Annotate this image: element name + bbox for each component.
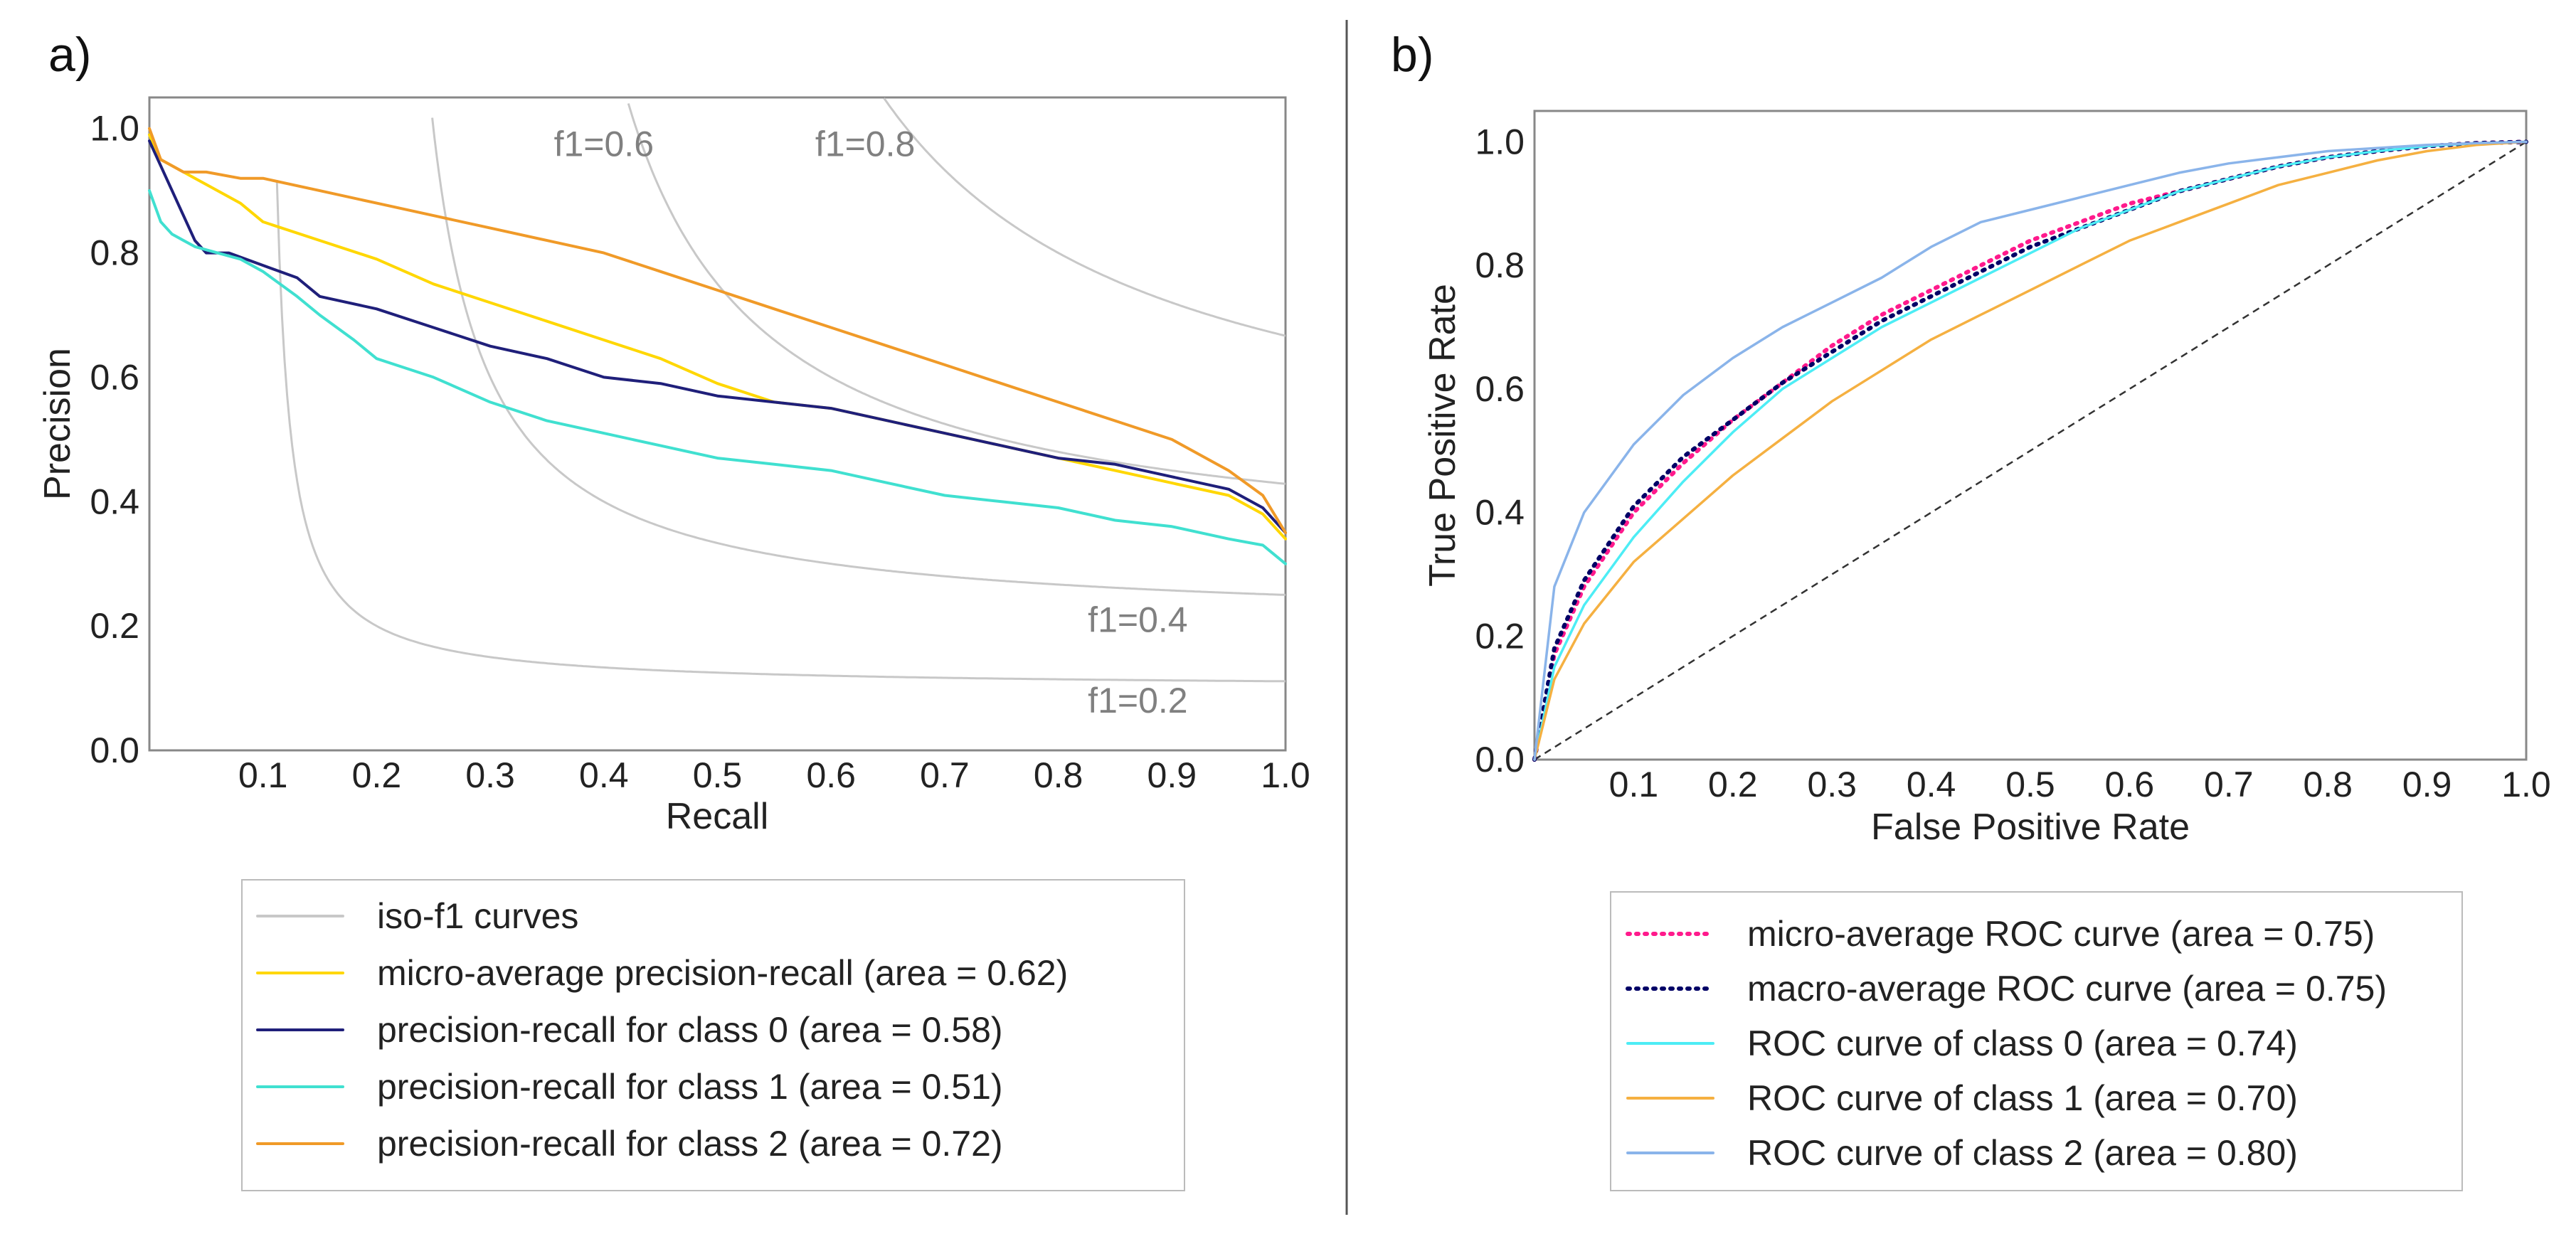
series-line-roc-curve-of-class-2-area-0-80 [1533,140,2528,761]
roc-legend: micro-average ROC curve (area = 0.75) mac… [1610,891,2463,1191]
x-tick-label: 0.7 [920,755,970,795]
y-tick-label: 1.0 [1475,122,1525,161]
y-tick-label: 0.6 [1475,369,1525,409]
x-tick-label: 0.8 [2303,765,2353,804]
legend-label-micro-average-roc-curve-area-0-75: micro-average ROC curve (area = 0.75) [1747,914,2375,954]
x-tick-label: 0.4 [1907,765,1956,804]
pr-plot-area: f1=0.2 f1=0.4 f1=0.6 f1=0.8 [148,96,1287,752]
x-tick-label: 0.1 [238,755,288,795]
roc-y-ticks: 0.0 0.2 0.4 0.6 0.8 1.0 [1475,122,1525,780]
x-tick-label: 0.9 [2402,765,2452,804]
pr-x-ticks: 0.1 0.2 0.3 0.4 0.5 0.6 0.7 0.8 0.9 1.0 [238,755,1310,795]
roc-plot-area [1532,110,2528,762]
panel-b-label: b) [1391,28,1433,82]
legend-label-roc-curve-of-class-1-area-0-70: ROC curve of class 1 (area = 0.70) [1747,1078,2298,1118]
pr-y-ticks: 0.0 0.2 0.4 0.6 0.8 1.0 [90,109,139,770]
x-tick-label: 0.9 [1147,755,1197,795]
series-line-precision-recall-for-class-2-area-0-72 [148,127,1287,534]
pr-legend: iso-f1 curves micro-average precision-rec… [241,879,1185,1191]
iso-f1-curve-0-4 [431,117,1286,596]
y-tick-label: 0.4 [1475,493,1525,533]
iso-f1-label-0-4: f1=0.4 [1088,600,1187,639]
y-tick-label: 0.6 [90,357,139,397]
x-tick-label: 0.5 [693,755,743,795]
x-tick-label: 0.8 [1034,755,1083,795]
series-line-micro-average-precision-recall-area-0-62 [148,133,1287,541]
chance-diagonal-line [1534,141,2527,761]
roc-x-axis-label: False Positive Rate [1871,807,2190,848]
pr-series [148,127,1287,565]
legend-label-precision-recall-for-class-1-area-0-51: precision-recall for class 1 (area = 0.5… [377,1067,1003,1107]
series-line-precision-recall-for-class-1-area-0-51 [148,189,1287,565]
x-tick-label: 1.0 [1261,755,1310,795]
x-tick-label: 0.3 [1807,765,1857,804]
series-line-macro-average-roc-curve-area-0-75 [1532,139,2528,762]
x-tick-label: 0.1 [1609,765,1659,804]
iso-f1-labels: f1=0.2 f1=0.4 f1=0.6 f1=0.8 [554,124,1188,720]
y-tick-label: 1.0 [90,109,139,149]
iso-f1-curve-0-8 [883,97,1286,337]
legend-label-precision-recall-for-class-2-area-0-72: precision-recall for class 2 (area = 0.7… [377,1124,1003,1164]
y-tick-label: 0.8 [1475,245,1525,285]
legend-label-roc-curve-of-class-0-area-0-74: ROC curve of class 0 (area = 0.74) [1747,1023,2298,1063]
roc-series [1532,139,2528,762]
x-tick-label: 0.5 [2005,765,2055,804]
y-tick-label: 0.0 [1475,740,1525,780]
x-tick-label: 0.3 [465,755,515,795]
legend-label-micro-average-precision-recall-area-0-62: micro-average precision-recall (area = 0… [377,953,1068,993]
iso-f1-curve-0-6 [627,103,1286,485]
iso-f1-label-0-2: f1=0.2 [1088,681,1187,720]
x-tick-label: 0.7 [2204,765,2254,804]
y-tick-label: 0.8 [90,233,139,273]
x-tick-label: 0.2 [352,755,402,795]
roc-chance-line [1534,141,2527,761]
x-tick-label: 0.6 [806,755,856,795]
legend-label-roc-curve-of-class-2-area-0-80: ROC curve of class 2 (area = 0.80) [1747,1133,2298,1173]
iso-f1-label-0-8: f1=0.8 [815,124,915,164]
x-tick-label: 0.2 [1708,765,1758,804]
iso-f1-curves [275,97,1286,683]
roc-plot-frame [1533,110,2528,761]
series-line-precision-recall-for-class-0-area-0-58 [148,139,1287,534]
panel-a: a) f1=0.2 f1=0.4 f1=0.6 f1=0.8 0.1 0.2 0.3 0.4… [37,28,1310,1191]
x-tick-label: 0.4 [579,755,629,795]
iso-f1-curve-0-2 [275,180,1286,683]
pr-legend-frame [241,879,1185,1191]
y-tick-label: 0.2 [90,606,139,646]
roc-y-axis-label: True Positive Rate [1422,284,1463,587]
legend-label-iso-f1-curves: iso-f1 curves [377,896,578,936]
pr-y-axis-label: Precision [37,348,78,500]
y-tick-label: 0.0 [90,730,139,770]
series-line-roc-curve-of-class-0-area-0-74 [1533,140,2528,761]
roc-x-ticks: 0.1 0.2 0.3 0.4 0.5 0.6 0.7 0.8 0.9 1.0 [1609,765,2551,804]
legend-label-macro-average-roc-curve-area-0-75: macro-average ROC curve (area = 0.75) [1747,969,2387,1009]
legend-label-precision-recall-for-class-0-area-0-58: precision-recall for class 0 (area = 0.5… [377,1010,1003,1050]
x-tick-label: 1.0 [2501,765,2551,804]
iso-f1-label-0-6: f1=0.6 [554,124,654,164]
roc-legend-frame [1610,891,2463,1191]
y-tick-label: 0.4 [90,482,139,521]
panel-a-label: a) [48,28,91,82]
pr-plot-frame [148,96,1287,752]
panel-b: b) 0.1 0.2 0.3 0.4 0.5 0.6 0.7 0.8 0.9 1.0 0.0 0.2… [1391,28,2551,1191]
series-line-roc-curve-of-class-1-area-0-70 [1533,140,2528,761]
series-line-micro-average-roc-curve-area-0-75 [1532,139,2528,762]
pr-x-axis-label: Recall [666,796,769,837]
y-tick-label: 0.2 [1475,616,1525,656]
x-tick-label: 0.6 [2105,765,2155,804]
